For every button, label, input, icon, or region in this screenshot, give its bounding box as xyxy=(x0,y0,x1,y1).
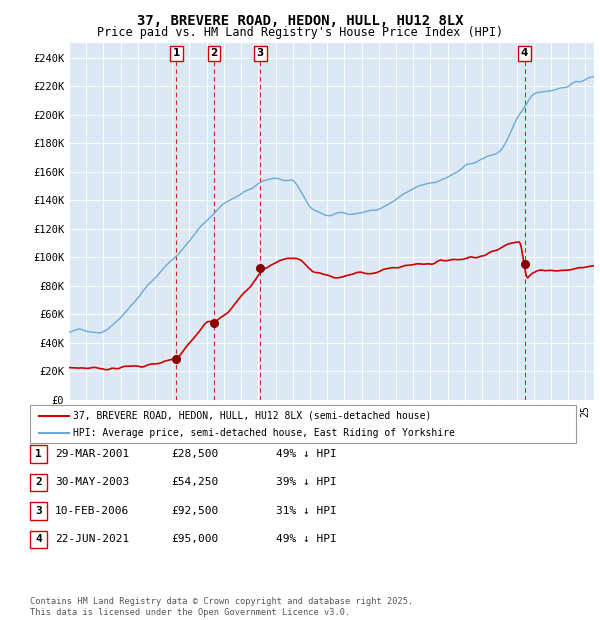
Text: 49% ↓ HPI: 49% ↓ HPI xyxy=(276,449,337,459)
Text: 3: 3 xyxy=(35,506,42,516)
Text: Contains HM Land Registry data © Crown copyright and database right 2025.
This d: Contains HM Land Registry data © Crown c… xyxy=(30,598,413,617)
Text: 1: 1 xyxy=(35,449,42,459)
Text: 29-MAR-2001: 29-MAR-2001 xyxy=(55,449,130,459)
Text: Price paid vs. HM Land Registry's House Price Index (HPI): Price paid vs. HM Land Registry's House … xyxy=(97,26,503,39)
Text: 4: 4 xyxy=(521,48,529,58)
Text: 22-JUN-2021: 22-JUN-2021 xyxy=(55,534,130,544)
Text: 2: 2 xyxy=(35,477,42,487)
Text: 37, BREVERE ROAD, HEDON, HULL, HU12 8LX (semi-detached house): 37, BREVERE ROAD, HEDON, HULL, HU12 8LX … xyxy=(73,410,431,420)
Text: HPI: Average price, semi-detached house, East Riding of Yorkshire: HPI: Average price, semi-detached house,… xyxy=(73,428,455,438)
Text: £54,250: £54,250 xyxy=(171,477,218,487)
Text: £95,000: £95,000 xyxy=(171,534,218,544)
Text: 37, BREVERE ROAD, HEDON, HULL, HU12 8LX: 37, BREVERE ROAD, HEDON, HULL, HU12 8LX xyxy=(137,14,463,28)
Text: 49% ↓ HPI: 49% ↓ HPI xyxy=(276,534,337,544)
Text: 39% ↓ HPI: 39% ↓ HPI xyxy=(276,477,337,487)
Text: 4: 4 xyxy=(35,534,42,544)
Text: £28,500: £28,500 xyxy=(171,449,218,459)
Text: 3: 3 xyxy=(257,48,264,58)
Text: £92,500: £92,500 xyxy=(171,506,218,516)
Text: 10-FEB-2006: 10-FEB-2006 xyxy=(55,506,130,516)
Text: 31% ↓ HPI: 31% ↓ HPI xyxy=(276,506,337,516)
Text: 2: 2 xyxy=(210,48,217,58)
Text: 1: 1 xyxy=(173,48,180,58)
Text: 30-MAY-2003: 30-MAY-2003 xyxy=(55,477,130,487)
